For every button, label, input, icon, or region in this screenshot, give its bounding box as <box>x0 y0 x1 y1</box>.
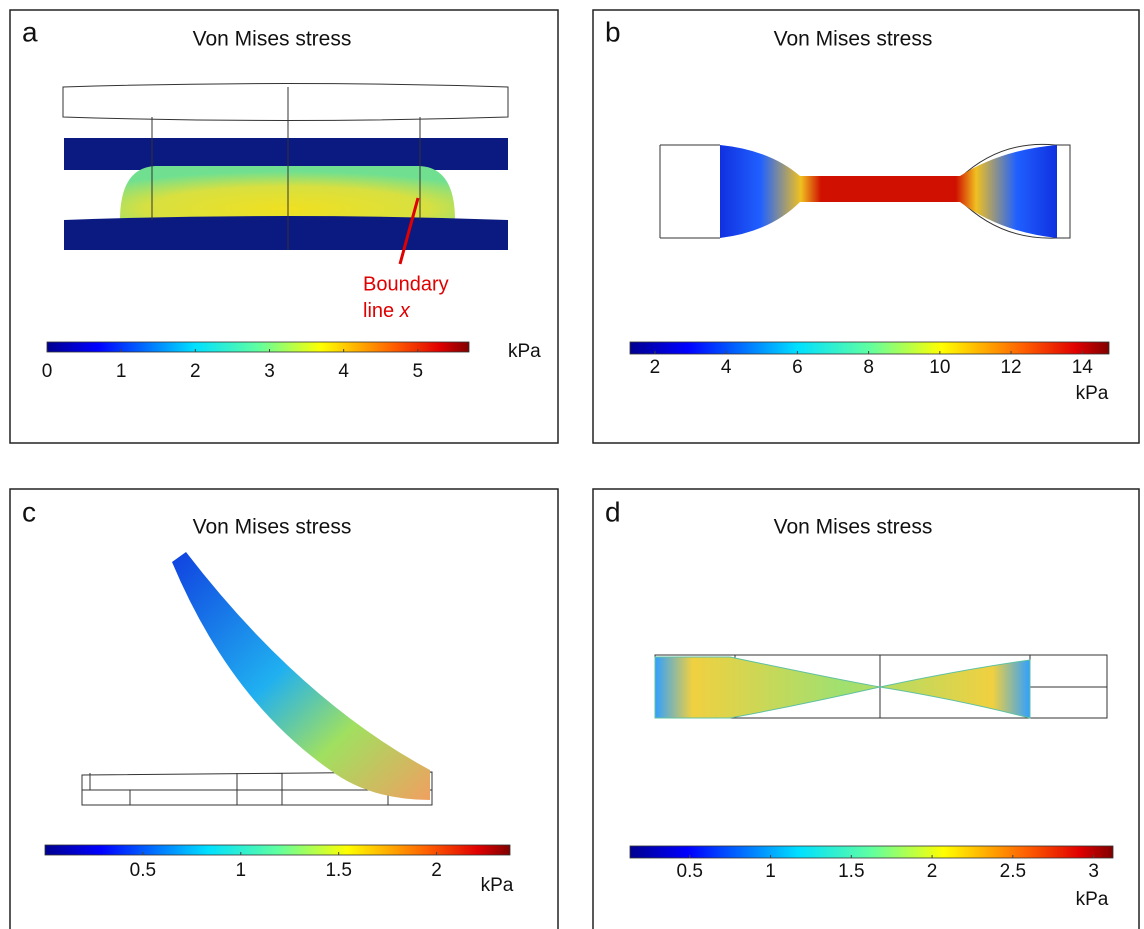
panel-frame <box>9 488 559 929</box>
colorbar-unit: kPa <box>1076 383 1109 404</box>
colorbar-tick-label: 1 <box>116 361 127 382</box>
colorbar-unit: kPa <box>481 875 514 896</box>
top-plate-outline <box>62 83 509 121</box>
colorbar-tick-label: 8 <box>863 357 874 378</box>
colorbar-tick-label: 10 <box>929 357 950 378</box>
annotation-variable: x <box>399 300 411 322</box>
upper-plate <box>64 138 508 170</box>
colorbar-tick-label: 0.5 <box>130 860 156 881</box>
colorbar <box>44 844 511 856</box>
panel-title: Von Mises stress <box>193 28 352 51</box>
colorbar <box>46 341 470 353</box>
colorbar-tick-label: 1.5 <box>838 861 864 882</box>
panel-frame <box>592 9 1140 444</box>
colorbar-tick-label: 14 <box>1072 357 1094 378</box>
colorbar-tick-label: 2 <box>190 361 201 382</box>
colorbar-tick-label: 1 <box>236 860 247 881</box>
colorbar-unit: kPa <box>508 341 541 362</box>
colorbar-tick-label: 12 <box>1000 357 1021 378</box>
panel-frame <box>9 9 559 444</box>
colorbar-tick-label: 4 <box>338 361 349 382</box>
panel-title: Von Mises stress <box>774 516 933 539</box>
bent-beam <box>172 552 430 800</box>
colorbar-tick-label: 3 <box>264 361 275 382</box>
colorbar <box>629 845 1114 859</box>
panel-title: Von Mises stress <box>193 516 352 539</box>
colorbar-tick-label: 2 <box>650 357 661 378</box>
colorbar-tick-label: 5 <box>413 361 424 382</box>
colorbar-tick-label: 0.5 <box>677 861 703 882</box>
colorbar-tick-label: 3 <box>1088 861 1099 882</box>
panel-label: b <box>605 16 621 47</box>
colorbar-tick-label: 6 <box>792 357 803 378</box>
colorbar-tick-label: 4 <box>721 357 732 378</box>
colorbar-tick-label: 2 <box>927 861 938 882</box>
twisted-strip <box>654 656 1031 719</box>
colorbar-tick-label: 0 <box>42 361 53 382</box>
panel-label: c <box>22 496 36 527</box>
panel-frame <box>592 488 1140 929</box>
colorbar-unit: kPa <box>1076 889 1109 910</box>
lower-plate <box>64 216 508 250</box>
annotation: line <box>363 300 394 322</box>
panel-label: d <box>605 496 621 527</box>
panel-title: Von Mises stress <box>774 28 933 51</box>
colorbar-tick-label: 2 <box>431 860 442 881</box>
annotation: line x <box>363 300 411 322</box>
specimen <box>720 145 1057 238</box>
annotation-pointer <box>398 197 420 265</box>
annotation: Boundary <box>363 273 449 295</box>
colorbar-tick-label: 1.5 <box>325 860 351 881</box>
specimen-outline <box>659 143 1071 239</box>
colorbar-tick-label: 1 <box>765 861 776 882</box>
beam-outline <box>81 771 433 806</box>
panel-label: a <box>22 16 38 47</box>
colorbar <box>629 341 1110 355</box>
colorbar-tick-label: 2.5 <box>1000 861 1026 882</box>
